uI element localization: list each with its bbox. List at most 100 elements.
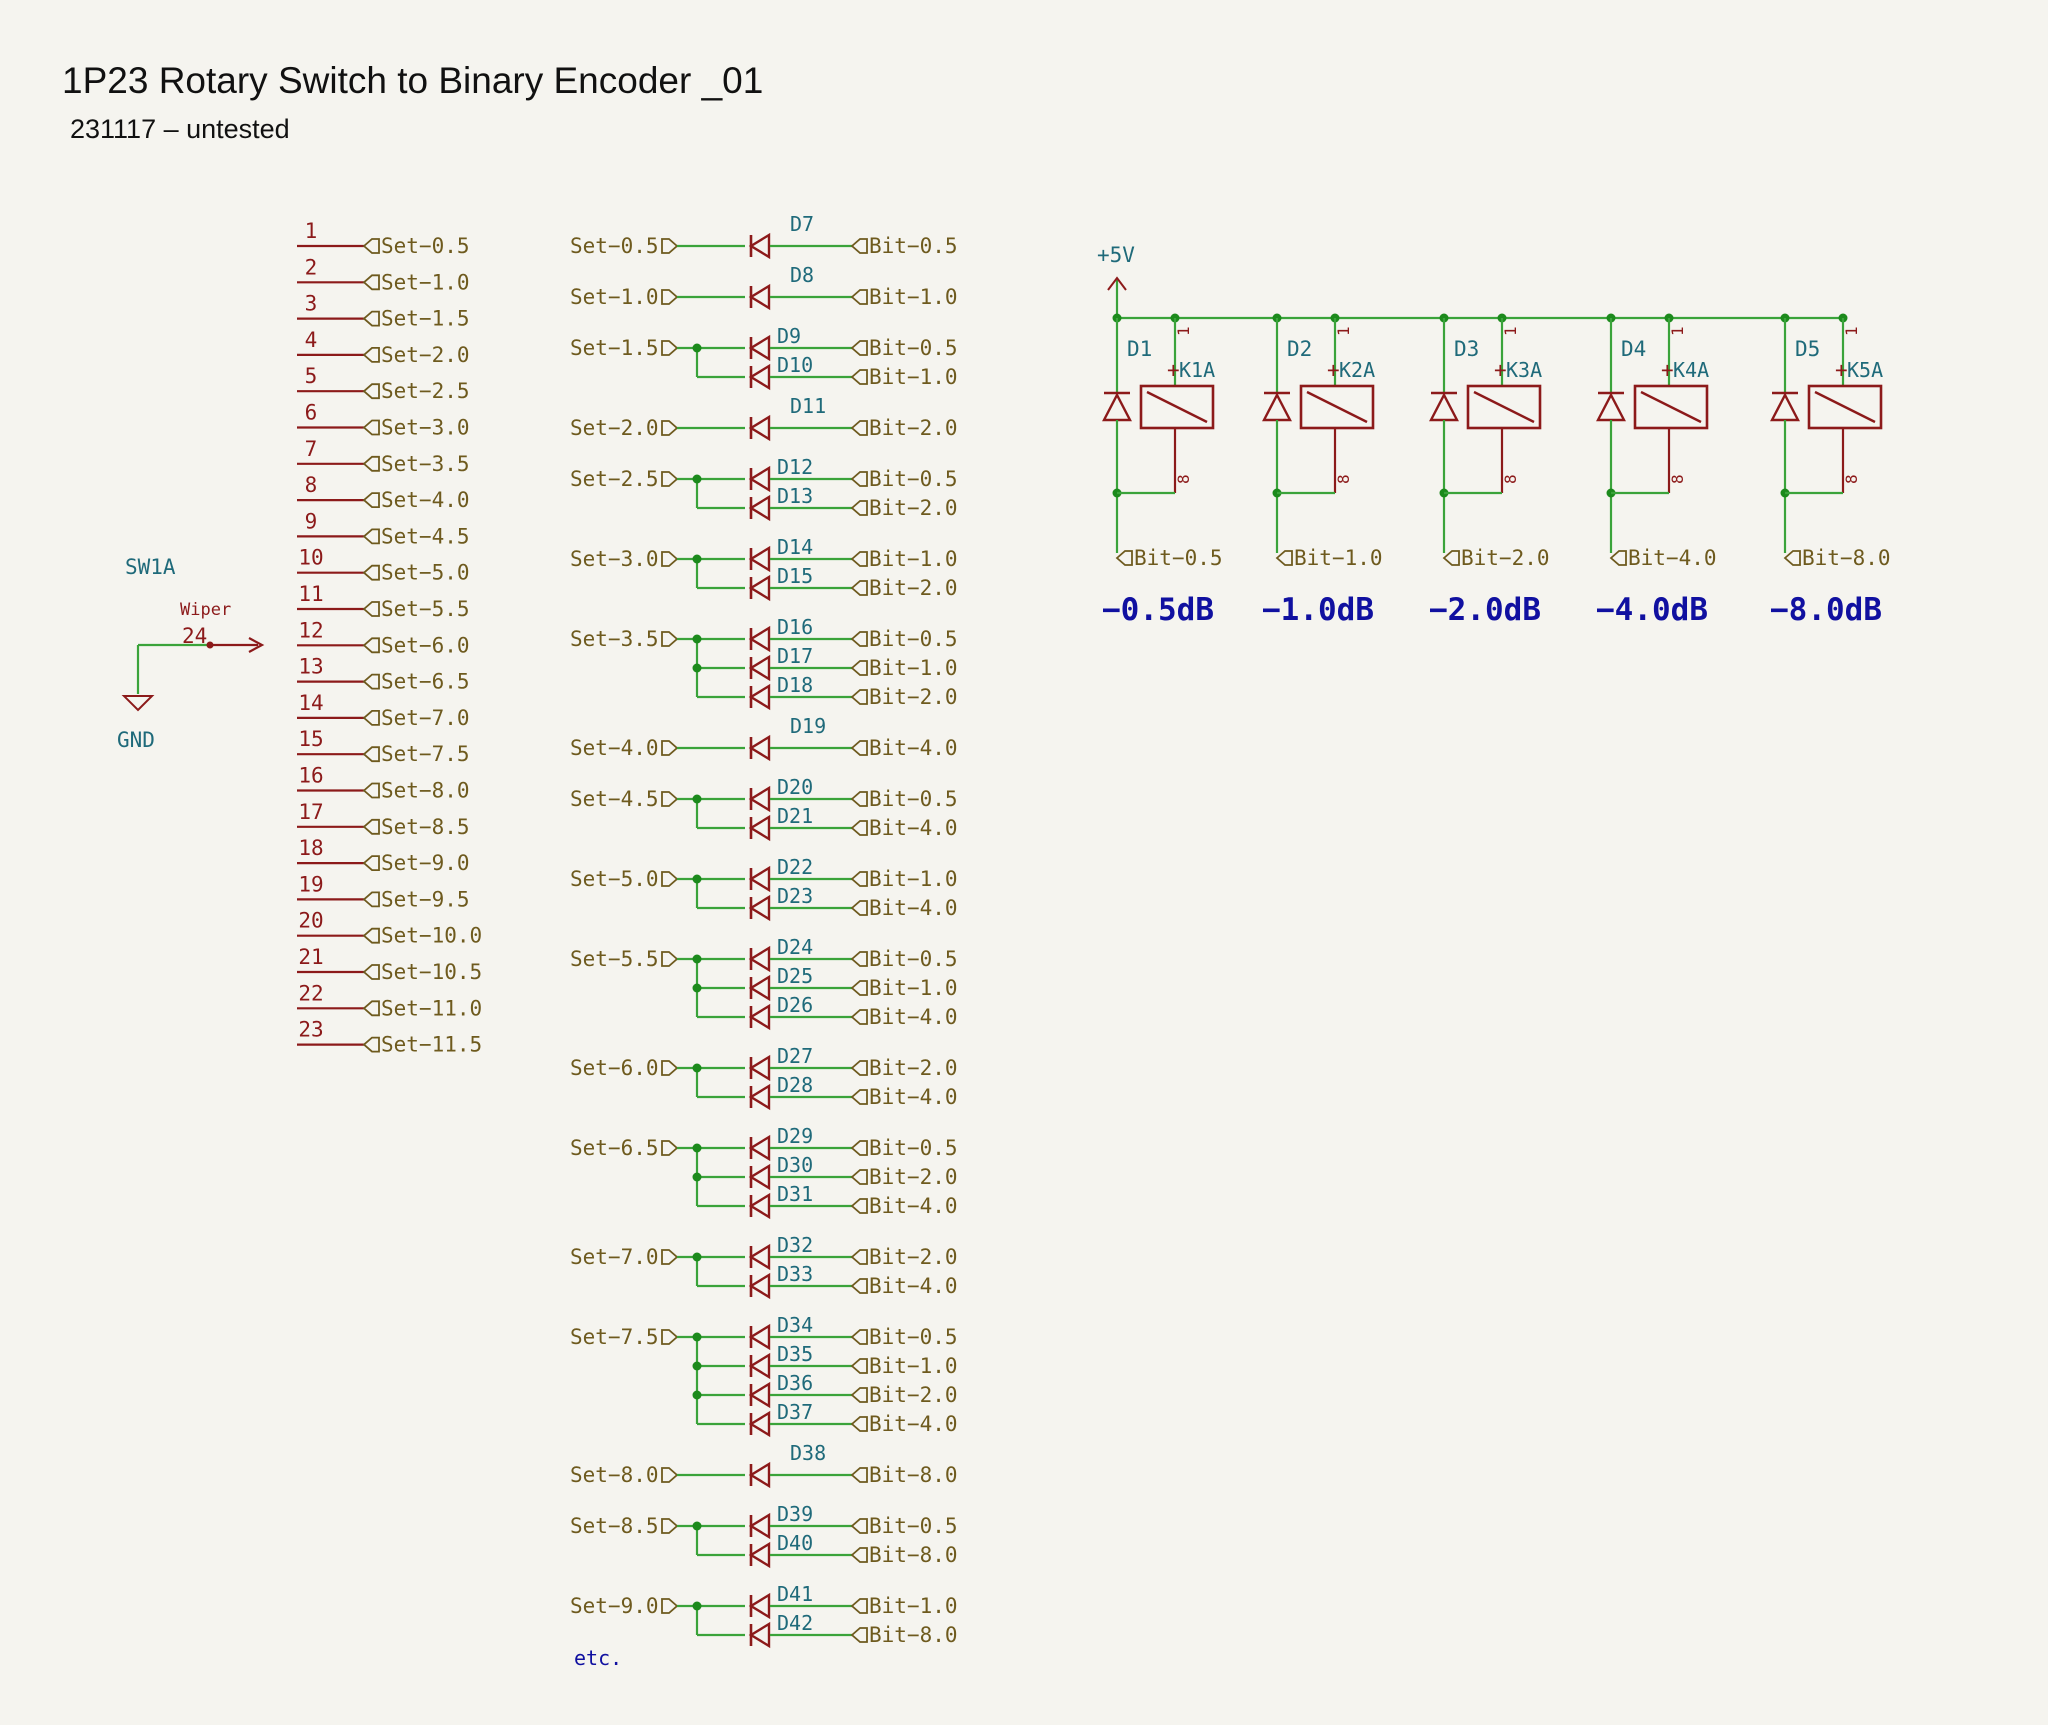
- switch-net-label: Set−2.5: [381, 379, 470, 403]
- switch-position: 6 Set−3.0: [297, 401, 470, 440]
- bit-net-label: Bit−2.0: [869, 685, 958, 709]
- bit-net-label: Bit−4.0: [869, 1274, 958, 1298]
- label-flag-icon: [362, 1036, 380, 1053]
- label-flag-icon: [661, 1140, 679, 1156]
- set-net-label: Set−7.0: [570, 1245, 659, 1269]
- diode-reference: D28: [777, 1073, 813, 1097]
- diode-reference: D3: [1454, 337, 1479, 361]
- junction-dot: [692, 1172, 702, 1182]
- relay-stage: D4 + K4A 1 8 Bit−4.0 −4.0dB: [1596, 313, 1717, 628]
- ground-icon: [121, 695, 155, 712]
- label-flag-icon: [850, 1089, 868, 1105]
- label-flag-icon: [362, 601, 380, 617]
- junction-dot: [692, 794, 702, 804]
- label-flag-icon: [362, 383, 380, 400]
- diode-icon: [748, 465, 771, 493]
- label-flag-icon: [850, 1169, 868, 1185]
- switch-position: 11 Set−5.5: [297, 582, 470, 621]
- diode-reference: D40: [777, 1531, 813, 1555]
- label-flag-icon: [850, 1416, 868, 1432]
- switch-pin-number: 18: [298, 836, 323, 860]
- diode-reference: D31: [777, 1182, 813, 1206]
- diode-icon: [748, 865, 771, 893]
- bit-net-label: Bit−0.5: [869, 336, 958, 360]
- relay-pin-number: 8: [1334, 474, 1353, 484]
- junction-dot: [692, 343, 702, 353]
- coil-polarity-plus: +: [1327, 358, 1340, 382]
- bit-net-label: Bit−8.0: [1802, 546, 1891, 570]
- switch-position: 12 Set−6.0: [297, 618, 470, 657]
- bit-net-label: Bit−1.0: [869, 976, 958, 1000]
- label-flag-icon: [362, 528, 380, 545]
- switch-position: 14 Set−7.0: [297, 691, 470, 730]
- diode-reference: D37: [777, 1400, 813, 1424]
- bit-net-label: Bit−8.0: [869, 1543, 958, 1567]
- bit-net-label: Bit−1.0: [869, 867, 958, 891]
- diode-group: Set−7.0 Bit−2.0 D32 Bit−4.0 D33: [570, 1233, 958, 1300]
- diode-icon: [748, 1512, 771, 1540]
- diode-icon: [748, 785, 771, 813]
- label-flag-icon: [362, 238, 380, 254]
- switch-net-label: Set−4.0: [381, 488, 470, 512]
- switch-position: 19 Set−9.5: [297, 872, 470, 911]
- switch-pin-number: 20: [298, 909, 323, 933]
- relay-reference: K3A: [1506, 358, 1542, 382]
- diode-reference: D29: [777, 1124, 813, 1148]
- label-flag-icon: [850, 238, 868, 254]
- bit-net-label: Bit−4.0: [869, 736, 958, 760]
- diode-icon: [748, 1083, 771, 1111]
- relay-stage: D3 + K3A 1 8 Bit−2.0 −2.0dB: [1429, 313, 1550, 628]
- relay-coil-slash: [1814, 390, 1876, 424]
- diode-icon: [748, 1621, 771, 1649]
- diode-reference: D25: [777, 964, 813, 988]
- label-flag-icon: [661, 551, 679, 567]
- diode-reference: D16: [777, 615, 813, 639]
- switch-net-label: Set−9.5: [381, 887, 470, 911]
- diode-reference: D17: [777, 644, 813, 668]
- relay-pin-number: 8: [1668, 474, 1687, 484]
- switch-position: 5 Set−2.5: [297, 364, 470, 403]
- relay-pin-number: 1: [1842, 326, 1861, 336]
- set-net-label: Set−2.0: [570, 416, 659, 440]
- diode-reference: D27: [777, 1044, 813, 1068]
- switch-net-label: Set−8.0: [381, 779, 470, 803]
- junction-dot: [692, 983, 702, 993]
- switch-position: 15 Set−7.5: [297, 727, 470, 766]
- diode-icon: [748, 1163, 771, 1191]
- switch-net-label: Set−1.0: [381, 270, 470, 294]
- diode-icon: [748, 734, 771, 762]
- label-flag-icon: [850, 1518, 868, 1534]
- relay-coil-icon: [1139, 384, 1215, 430]
- diode-reference: D20: [777, 775, 813, 799]
- set-net-label: Set−7.5: [570, 1325, 659, 1349]
- bit-net-label: Bit−0.5: [869, 1514, 958, 1538]
- wiper-arrow-icon: [248, 637, 265, 653]
- diode-group: Set−1.5 Bit−0.5 D9 Bit−1.0 D10: [570, 324, 958, 391]
- wiper-pivot: [206, 641, 214, 649]
- switch-pin-number: 15: [298, 727, 323, 751]
- set-net-label: Set−0.5: [570, 234, 659, 258]
- attenuation-label: −4.0dB: [1596, 592, 1708, 628]
- diode-icon: [748, 283, 771, 311]
- switch-position: 7 Set−3.5: [297, 437, 470, 476]
- diode-reference: D23: [777, 884, 813, 908]
- bit-net-label: Bit−0.5: [869, 1325, 958, 1349]
- label-flag-icon: [362, 455, 380, 472]
- label-flag-icon: [850, 689, 868, 705]
- junction-dot: [692, 554, 702, 564]
- bit-net-label: Bit−0.5: [869, 234, 958, 258]
- bit-net-label: Bit−0.5: [869, 947, 958, 971]
- diode-group: Set−9.0 Bit−1.0 D41 Bit−8.0 D42: [570, 1582, 958, 1649]
- switch-net-label: Set−6.0: [381, 633, 470, 657]
- label-flag-icon: [362, 637, 380, 654]
- diode-icon: [748, 1461, 771, 1489]
- label-flag-icon: [661, 1329, 679, 1345]
- set-net-label: Set−6.5: [570, 1136, 659, 1160]
- relay-pin-number: 8: [1174, 474, 1193, 484]
- switch-position: 18 Set−9.0: [297, 836, 470, 875]
- switch-position: 22 Set−11.0: [297, 981, 482, 1020]
- junction-dot: [692, 634, 702, 644]
- etc-label: etc.: [574, 1646, 622, 1670]
- bit-net-label: Bit−2.0: [869, 1165, 958, 1189]
- label-flag-icon: [362, 310, 380, 327]
